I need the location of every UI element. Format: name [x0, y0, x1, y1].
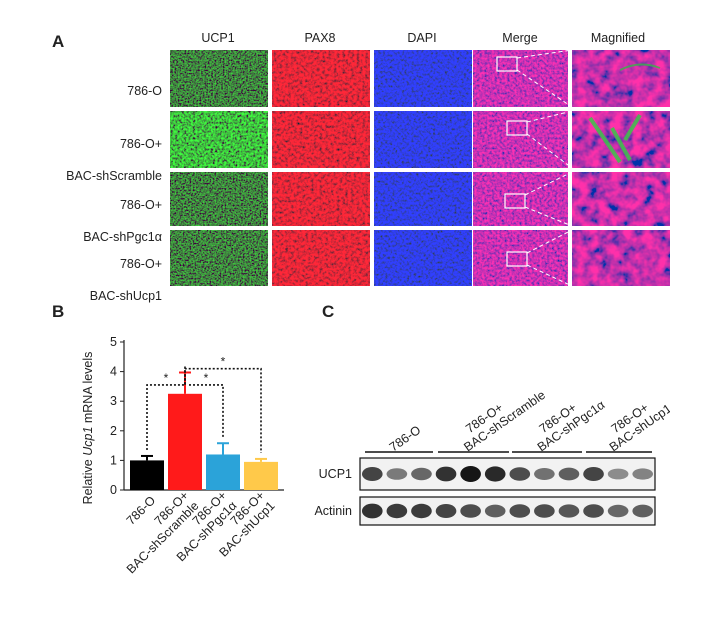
micrograph-merge-row-2 [473, 111, 568, 168]
row-label-shscramble: 786-O+ BAC-shScramble [12, 120, 162, 200]
y-tick-label: 2 [110, 424, 117, 438]
y-tick-label: 1 [110, 453, 117, 467]
western-blot: 786-O786-O+BAC-shScramble786-O+BAC-shPgc… [314, 388, 670, 526]
ucp1-signal-streak [619, 63, 661, 71]
blot-frame-ucp1 [359, 457, 656, 491]
blot-band [632, 468, 654, 480]
micrograph-pax8-row-4 [272, 230, 370, 286]
micrograph-pax8-row-1 [272, 50, 370, 107]
y-tick-label: 5 [110, 335, 117, 349]
micrograph-merge-row-1 [473, 50, 568, 107]
column-header-magnified: Magnified [590, 31, 646, 45]
row-label-shpgc1a: 786-O+ BAC-shPgc1α [12, 181, 162, 261]
blot-frame-actinin [359, 496, 656, 526]
x-category-label-2: 786-O+BAC-shScramble [114, 488, 202, 576]
blot-band [411, 503, 432, 519]
micrograph-magnified-row-4 [572, 230, 670, 286]
blot-band [607, 468, 629, 480]
column-header-dapi: DAPI [407, 31, 437, 45]
bar-2 [168, 393, 202, 490]
row-label-line1: 786-O+ [119, 198, 162, 212]
micrograph-pax8-row-2 [272, 111, 370, 168]
micrograph-ucp1-row-3 [170, 172, 268, 226]
row-label-line1: 786-O+ [119, 137, 162, 151]
lane-label-line1: 786-O [387, 423, 424, 455]
significance-label: * [164, 371, 169, 385]
blot-label-actinin: Actinin [314, 504, 352, 518]
row-label-shucp1: 786-O+ BAC-shUcp1 [12, 240, 162, 320]
row-label-786-o: 786-O [12, 67, 162, 115]
micrograph-grid [170, 49, 670, 287]
bar-3 [206, 454, 240, 490]
row-label-line2: BAC-shScramble [66, 169, 162, 183]
column-header-merge: Merge [502, 31, 538, 45]
micrograph-ucp1-row-2 [170, 111, 268, 168]
y-axis-label-italic: Ucp1 [81, 427, 95, 456]
significance-bracket-2 [189, 384, 224, 438]
micrograph-magnified-row-3 [572, 172, 670, 226]
micrograph-magnified-row-2 [572, 111, 670, 168]
blot-band [534, 504, 555, 518]
bar-4 [244, 461, 278, 490]
mrna-bar-chart: 0 1 2 3 4 5 * * * Relative Ucp1 mRNA levels 786… [81, 335, 284, 576]
blot-band [583, 504, 604, 518]
micrograph-dapi-row-2 [374, 111, 472, 168]
significance-bracket-3 [184, 367, 262, 453]
significance-label: * [204, 371, 209, 385]
row-label-line2: BAC-shPgc1α [83, 230, 162, 244]
blot-band [607, 504, 629, 518]
lane-group-label-1: 786-O [387, 423, 424, 455]
blot-band [583, 467, 604, 481]
micrograph-ucp1-row-1 [170, 50, 268, 107]
blot-band [484, 504, 506, 518]
micrograph-dapi-row-1 [374, 50, 472, 107]
significance-label: * [221, 355, 226, 369]
panel-letter-c: C [322, 302, 335, 321]
y-axis-label-pre: Relative [81, 456, 95, 505]
blot-band [386, 468, 408, 480]
x-label-line1: 786-O [124, 493, 159, 528]
micrograph-merge-row-4 [473, 230, 568, 286]
row-label-line1: 786-O [127, 84, 162, 98]
micrograph-magnified-row-1 [572, 50, 670, 107]
micrograph-ucp1-row-4 [170, 230, 268, 286]
panel-letter-a: A [52, 32, 65, 51]
y-tick-label: 3 [110, 394, 117, 408]
bar-1 [130, 460, 164, 490]
micrograph-merge-row-3 [473, 172, 568, 226]
y-tick-label: 0 [110, 483, 117, 497]
blot-band [558, 504, 580, 518]
panel-letter-b: B [52, 302, 65, 321]
blot-band [534, 468, 555, 480]
lane-group-label-4: 786-O+BAC-shUcp1 [599, 390, 670, 454]
x-category-label-1: 786-O [124, 493, 159, 528]
blot-band [509, 467, 531, 481]
blot-band [435, 466, 457, 482]
blot-band [361, 467, 383, 481]
column-header-pax8: PAX8 [304, 31, 336, 45]
micrograph-dapi-row-3 [374, 172, 472, 226]
blot-band [361, 503, 383, 519]
row-label-line2: BAC-shUcp1 [89, 289, 162, 303]
y-axis-label: Relative Ucp1 mRNA levels [81, 352, 95, 505]
blot-label-ucp1: UCP1 [319, 467, 352, 481]
blot-band [460, 466, 481, 482]
blot-band [460, 504, 481, 518]
micrograph-pax8-row-3 [272, 172, 370, 226]
blot-band [484, 466, 506, 482]
blot-band [632, 504, 654, 518]
blot-band [411, 467, 432, 481]
y-tick-label: 4 [110, 365, 117, 379]
y-axis-label-post: mRNA levels [81, 352, 95, 427]
blot-band [509, 504, 531, 518]
blot-band [558, 467, 580, 481]
micrograph-dapi-row-4 [374, 230, 472, 286]
ucp1-signal-streaks [588, 113, 642, 164]
blot-band [435, 504, 457, 518]
blot-band [386, 503, 408, 519]
row-label-line1: 786-O+ [119, 257, 162, 271]
column-header-ucp1: UCP1 [201, 31, 235, 45]
